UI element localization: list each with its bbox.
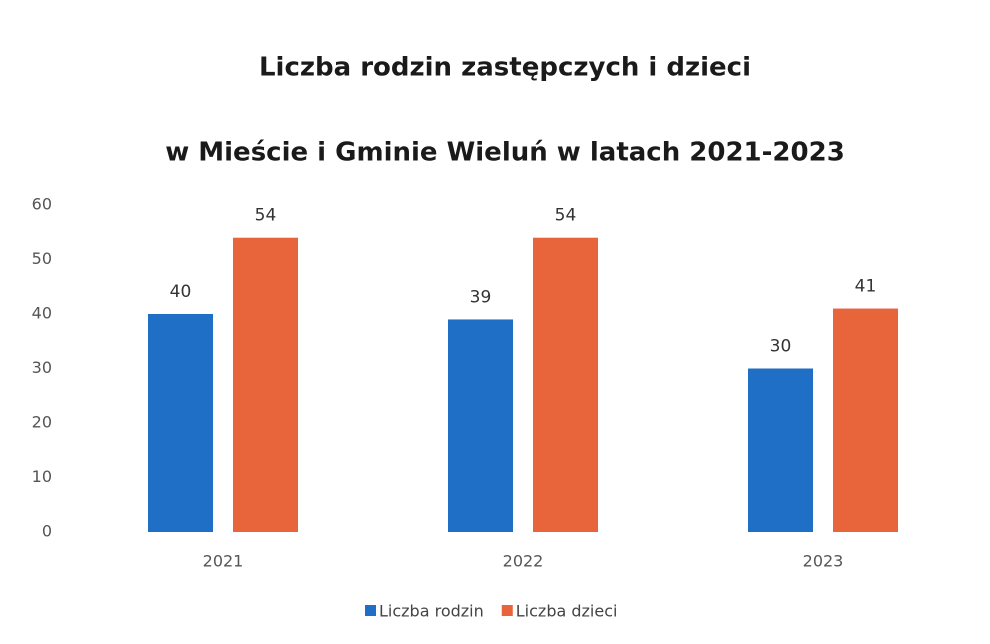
data-label: 54 bbox=[555, 206, 577, 226]
y-tick-label: 20 bbox=[32, 413, 52, 432]
data-label: 54 bbox=[255, 206, 277, 226]
x-tick-label: 2022 bbox=[503, 552, 544, 571]
chart-title: Liczba rodzin zastępczych i dzieci bbox=[259, 53, 751, 83]
y-tick-label: 60 bbox=[32, 195, 52, 214]
data-label: 39 bbox=[470, 287, 492, 307]
bar bbox=[233, 237, 298, 532]
data-label: 40 bbox=[170, 282, 192, 302]
legend-swatch bbox=[501, 605, 513, 616]
x-tick-label: 2021 bbox=[203, 552, 244, 571]
bar bbox=[748, 368, 813, 532]
y-tick-label: 40 bbox=[32, 304, 52, 323]
bar bbox=[148, 314, 213, 532]
x-tick-label: 2023 bbox=[803, 552, 844, 571]
legend-swatch bbox=[365, 605, 376, 616]
y-tick-label: 10 bbox=[32, 467, 52, 486]
y-tick-label: 30 bbox=[32, 358, 52, 377]
y-tick-label: 50 bbox=[32, 249, 52, 268]
chart-subtitle: w Mieście i Gminie Wieluń w latach 2021-… bbox=[165, 138, 845, 168]
bar bbox=[833, 308, 898, 532]
legend-label: Liczba rodzin bbox=[379, 602, 484, 621]
legend-label: Liczba dzieci bbox=[516, 602, 618, 621]
data-label: 30 bbox=[770, 337, 792, 357]
data-label: 41 bbox=[855, 277, 877, 297]
y-tick-label: 0 bbox=[42, 522, 52, 541]
bar bbox=[448, 319, 513, 532]
bar bbox=[533, 237, 598, 532]
